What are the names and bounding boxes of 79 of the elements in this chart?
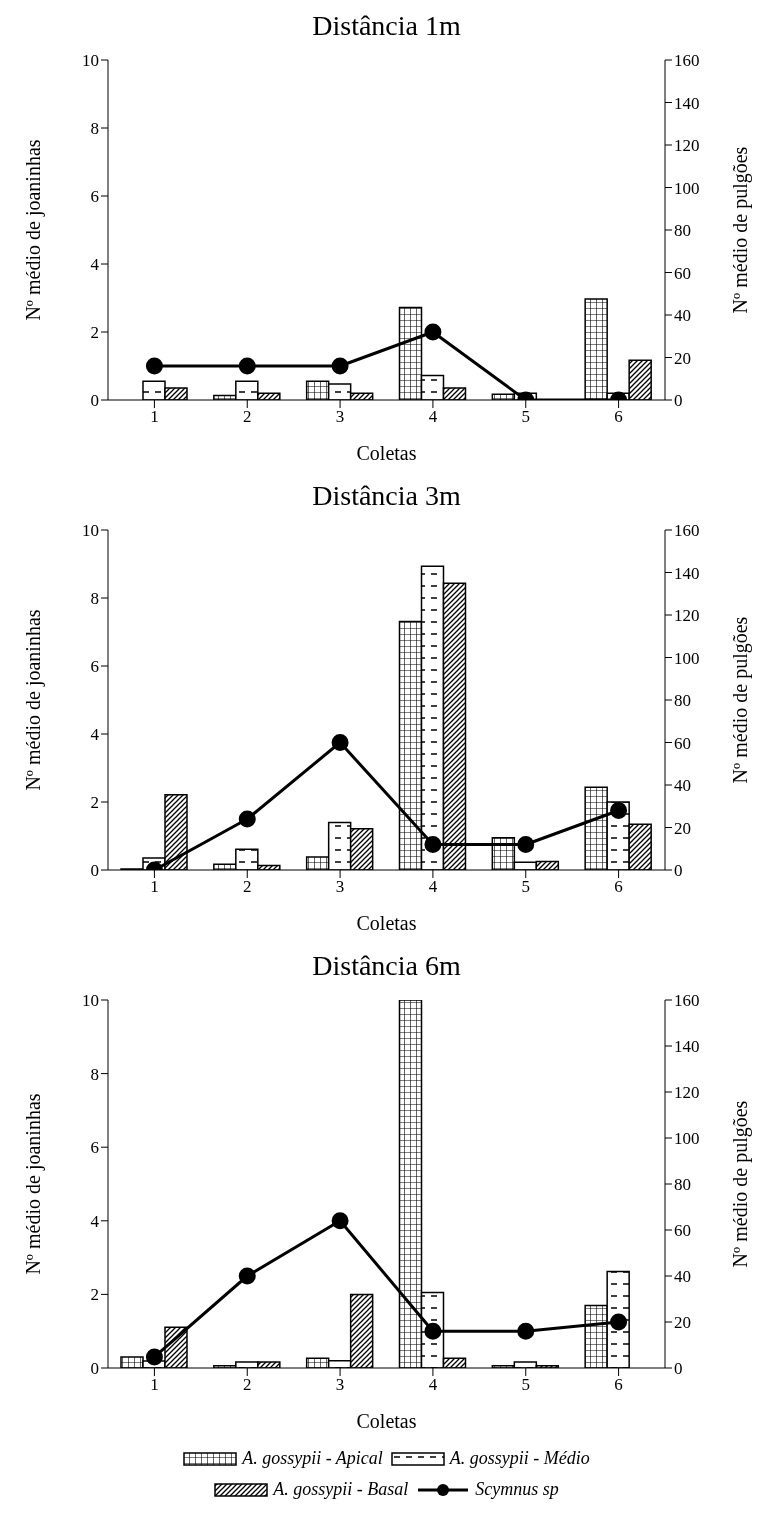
x-tick-label: 3 [335,877,345,897]
x-tick-label: 2 [243,877,252,897]
y-axis-title: Nº médio de joaninhas [22,1093,46,1275]
y2-tick-label: 0 [674,391,683,411]
y-tick-label: 4 [90,725,100,745]
x-tick-label: 5 [521,1375,530,1395]
y2-tick-label: 120 [674,1083,700,1103]
y2-tick-label: 160 [674,521,700,541]
y2-tick-label: 100 [674,1129,700,1149]
x-tick-label: 4 [428,407,438,427]
y-tick-label: 2 [90,323,99,343]
x-axis-title: Coletas [356,1410,417,1432]
x-tick-label: 6 [614,407,623,427]
x-tick-label: 5 [521,877,530,897]
x-tick-label: 4 [428,877,438,897]
y2-tick-label: 100 [674,178,700,198]
y2-tick-label: 160 [674,991,700,1011]
y2-tick-label: 80 [674,1175,691,1195]
x-axis-title: Coletas [356,442,417,464]
y2-tick-label: 20 [674,818,691,838]
y2-tick-label: 160 [674,51,700,71]
y2-axis-title: Nº médio de pulgões [729,146,753,314]
y-tick-label: 6 [90,187,99,207]
y-tick-label: 6 [90,1138,99,1158]
y2-axis-title: Nº médio de pulgões [729,616,753,784]
legend-label: A. gossypii - Médio [449,1448,590,1469]
x-tick-label: 1 [150,407,159,427]
y-tick-label: 8 [90,589,99,609]
x-tick-label: 4 [428,1375,438,1395]
y2-tick-label: 80 [674,691,691,711]
y2-tick-label: 120 [674,606,700,626]
y2-tick-label: 80 [674,221,691,241]
y-tick-label: 4 [90,1211,100,1231]
x-tick-label: 3 [335,1375,345,1395]
y2-tick-label: 20 [674,348,691,368]
y-tick-label: 10 [82,521,99,541]
x-tick-label: 3 [335,407,345,427]
x-tick-label: 6 [614,877,623,897]
y-tick-label: 2 [90,1285,99,1305]
y2-tick-label: 100 [674,648,700,668]
y-tick-label: 2 [90,793,99,813]
chart-title: Distância 3m [311,480,462,512]
y2-tick-label: 20 [674,1313,691,1333]
legend-label: A. gossypii - Apical [242,1448,383,1469]
y2-tick-label: 140 [674,563,700,583]
x-tick-label: 1 [150,877,159,897]
y2-axis-title: Nº médio de pulgões [729,1100,753,1268]
y-axis-title: Nº médio de joaninhas [22,609,46,791]
y-tick-label: 4 [90,255,100,275]
x-tick-label: 1 [150,1375,159,1395]
y2-tick-label: 60 [674,1221,691,1241]
chart-title: Distância 1m [311,10,462,42]
y2-tick-label: 40 [674,776,691,796]
y-tick-label: 10 [82,51,99,71]
x-tick-label: 2 [243,1375,252,1395]
y2-tick-label: 140 [674,1037,700,1057]
y-tick-label: 0 [90,391,99,411]
y2-tick-label: 120 [674,136,700,156]
y2-tick-label: 40 [674,1267,691,1287]
y-tick-label: 10 [82,991,99,1011]
y-tick-label: 0 [90,1359,99,1379]
y2-tick-label: 140 [674,93,700,113]
chart-title: Distância 6m [311,950,462,982]
legend-label: Scymnus sp [475,1479,559,1500]
y2-tick-label: 0 [674,861,683,881]
y-tick-label: 8 [90,1064,99,1084]
y-axis-title: Nº médio de joaninhas [22,139,46,321]
x-tick-label: 2 [243,407,252,427]
y-tick-label: 6 [90,657,99,677]
y2-tick-label: 60 [674,263,691,283]
legend-label: A. gossypii - Basal [273,1479,409,1500]
y-tick-label: 8 [90,119,99,139]
y-tick-label: 0 [90,861,99,881]
y2-tick-label: 0 [674,1359,683,1379]
x-tick-label: 6 [614,1375,623,1395]
x-tick-label: 5 [521,407,530,427]
y2-tick-label: 60 [674,733,691,753]
y2-tick-label: 40 [674,306,691,326]
x-axis-title: Coletas [356,912,417,934]
